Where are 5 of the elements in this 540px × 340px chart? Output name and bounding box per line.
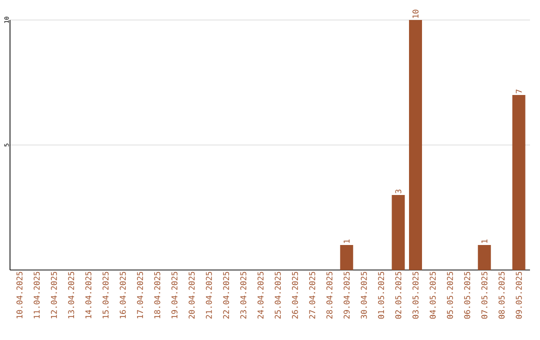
bar [409,20,422,270]
bar [392,195,405,270]
bar [340,245,354,270]
bar [478,245,491,270]
bar [512,95,526,270]
